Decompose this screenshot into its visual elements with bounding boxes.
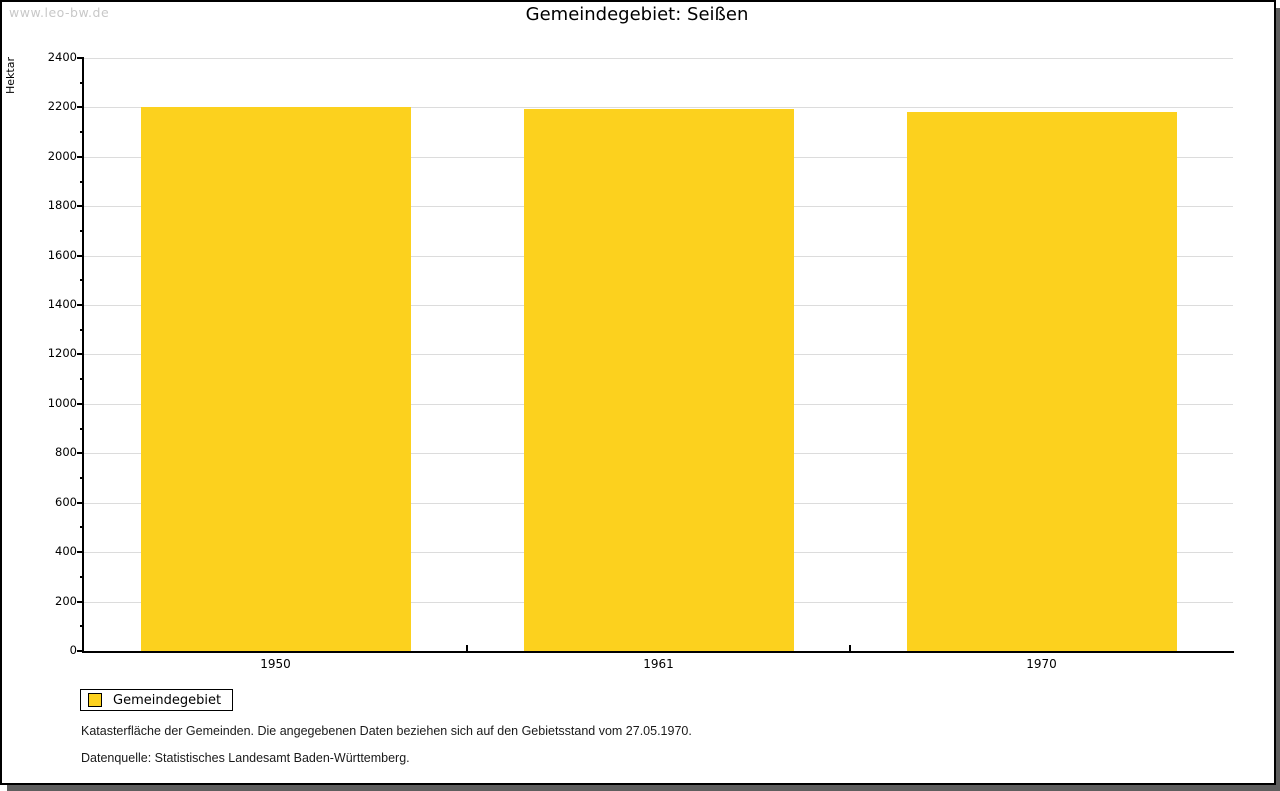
y-tick-label-2400: 2400: [47, 50, 77, 64]
y-tick-mark-2000: [77, 156, 84, 158]
y-tick-label-2200: 2200: [47, 99, 77, 113]
y-tick-label-1400: 1400: [47, 297, 77, 311]
y-tick-label-1600: 1600: [47, 248, 77, 262]
y-tick-label-1200: 1200: [47, 346, 77, 360]
y-tick-label-600: 600: [55, 495, 77, 509]
y-tick-mark-1600: [77, 255, 84, 257]
y-tick-mark-2200: [77, 106, 84, 108]
footnote-source-note: Katasterfläche der Gemeinden. Die angege…: [81, 724, 692, 738]
y-tick-mark-200: [77, 601, 84, 603]
x-tick-label-1970: 1970: [1026, 657, 1057, 671]
legend-label: Gemeindegebiet: [113, 692, 222, 708]
y-minor-tick-500: [80, 526, 84, 528]
y-minor-tick-1300: [80, 329, 84, 331]
y-tick-label-200: 200: [55, 594, 77, 608]
y-minor-tick-1500: [80, 279, 84, 281]
y-minor-tick-900: [80, 428, 84, 430]
x-axis-separator-tick-1: [466, 645, 468, 651]
legend-color-swatch: [88, 693, 102, 707]
y-tick-label-2000: 2000: [47, 149, 77, 163]
y-minor-tick-100: [80, 625, 84, 627]
y-tick-mark-1000: [77, 403, 84, 405]
y-tick-mark-800: [77, 452, 84, 454]
x-tick-label-1950: 1950: [260, 657, 291, 671]
y-minor-tick-1700: [80, 230, 84, 232]
y-minor-tick-300: [80, 576, 84, 578]
x-tick-label-1961: 1961: [643, 657, 674, 671]
y-tick-mark-1200: [77, 353, 84, 355]
y-tick-mark-0: [77, 650, 84, 652]
y-tick-label-400: 400: [55, 544, 77, 558]
y-tick-mark-600: [77, 502, 84, 504]
y-minor-tick-1100: [80, 378, 84, 380]
gridline-2400: [84, 58, 1233, 59]
chart-title: Gemeindegebiet: Seißen: [525, 4, 749, 25]
y-minor-tick-2100: [80, 131, 84, 133]
y-tick-label-1800: 1800: [47, 198, 77, 212]
gridline-2200: [84, 107, 1233, 108]
footnote-data-source: Datenquelle: Statistisches Landesamt Bad…: [81, 751, 410, 765]
y-tick-mark-400: [77, 551, 84, 553]
bar-1950: [141, 107, 411, 651]
bar-1961: [524, 109, 794, 651]
watermark: www.leo-bw.de: [9, 5, 110, 20]
y-tick-mark-2400: [77, 57, 84, 59]
y-tick-label-0: 0: [69, 643, 77, 657]
y-tick-label-800: 800: [55, 445, 77, 459]
plot-area: [82, 58, 1234, 653]
x-axis-separator-tick-2: [849, 645, 851, 651]
y-tick-mark-1800: [77, 205, 84, 207]
y-minor-tick-1900: [80, 181, 84, 183]
y-minor-tick-700: [80, 477, 84, 479]
y-tick-label-1000: 1000: [47, 396, 77, 410]
bar-1970: [907, 112, 1177, 651]
y-tick-mark-1400: [77, 304, 84, 306]
y-minor-tick-2300: [80, 82, 84, 84]
legend: Gemeindegebiet: [80, 689, 233, 711]
